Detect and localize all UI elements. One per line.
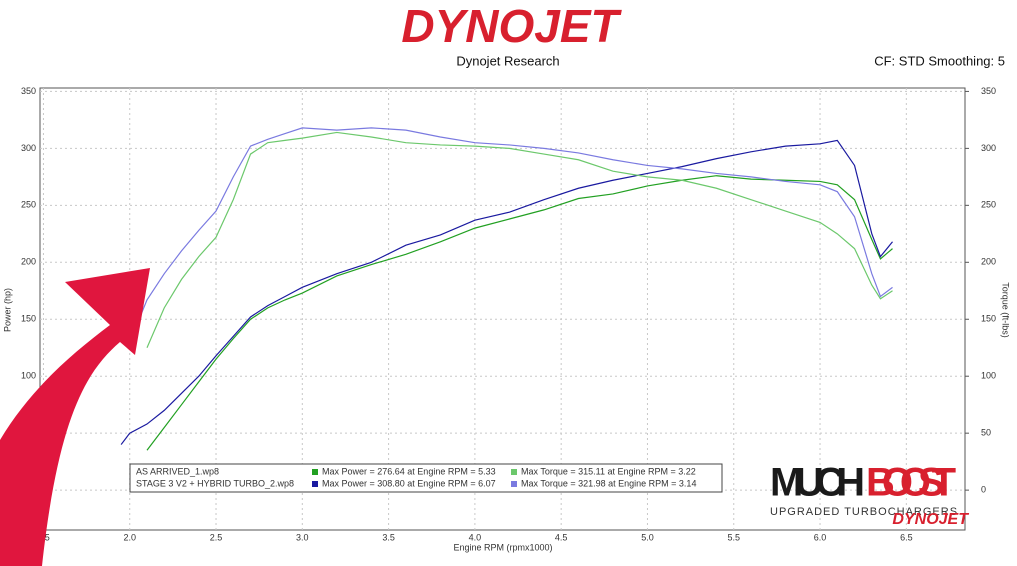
legend-file: STAGE 3 V2 + HYBRID TURBO_2.wp8 xyxy=(136,478,294,488)
chart-title: Dynojet Research xyxy=(456,53,559,68)
x-tick-label: 6.0 xyxy=(814,532,827,542)
series-line xyxy=(146,175,893,451)
y-tick-label: 150 xyxy=(21,314,36,324)
legend-swatch xyxy=(312,481,318,487)
x-axis-label: Engine RPM (rpmx1000) xyxy=(453,542,552,552)
legend-max-torque: Max Torque = 315.11 at Engine RPM = 3.22 xyxy=(521,466,696,476)
y2-tick-label: 300 xyxy=(981,143,996,153)
logo: DYNOJET xyxy=(401,0,622,52)
plot-frame xyxy=(39,87,966,531)
y2-tick-label: 150 xyxy=(981,314,996,324)
x-tick-label: 3.5 xyxy=(382,532,395,542)
y2-tick-label: 100 xyxy=(981,371,996,381)
y-tick-label: 200 xyxy=(21,257,36,267)
x-tick-label: 6.5 xyxy=(900,532,913,542)
x-tick-label: 4.5 xyxy=(555,532,568,542)
y-tick-label: 250 xyxy=(21,200,36,210)
series-line xyxy=(146,131,893,348)
x-tick-label: 3.0 xyxy=(296,532,309,542)
legend-box xyxy=(129,463,723,493)
subtitle: CF: STD Smoothing: 5 xyxy=(874,53,1005,68)
y-axis-label: Power (hp) xyxy=(2,288,12,332)
legend-swatch xyxy=(511,481,517,487)
y2-tick-label: 200 xyxy=(981,257,996,267)
legend-max-power: Max Power = 308.80 at Engine RPM = 6.07 xyxy=(322,478,496,488)
brand-much: MUCH xyxy=(770,461,865,505)
y-tick-label: 300 xyxy=(21,143,36,153)
y2-tick-label: 250 xyxy=(981,200,996,210)
brand-tagline: UPGRADED TURBOCHARGERS xyxy=(770,506,958,518)
legend-file: AS ARRIVED_1.wp8 xyxy=(136,466,219,476)
x-tick-label: 2.5 xyxy=(210,532,223,542)
x-tick-label: 4.0 xyxy=(469,532,482,542)
y2-tick-label: 50 xyxy=(981,428,991,438)
x-tick-label: 2.0 xyxy=(123,532,136,542)
y-tick-label: 100 xyxy=(21,371,36,381)
brand-boost: BOOST xyxy=(866,461,956,505)
brand-partner: DYNOJET xyxy=(892,511,969,528)
legend-max-power: Max Power = 276.64 at Engine RPM = 5.33 xyxy=(322,466,496,476)
legend-max-torque: Max Torque = 321.98 at Engine RPM = 3.14 xyxy=(521,478,696,488)
x-tick-label: 5.5 xyxy=(727,532,740,542)
y2-axis-label: Torque (ft-lbs) xyxy=(1001,282,1011,338)
legend-swatch xyxy=(511,469,517,475)
legend-swatch xyxy=(312,469,318,475)
y2-tick-label: 0 xyxy=(981,485,986,495)
y2-tick-label: 350 xyxy=(981,86,996,96)
series-line xyxy=(120,139,893,445)
series-line xyxy=(129,127,893,343)
x-tick-label: 5.0 xyxy=(641,532,654,542)
y-tick-label: 350 xyxy=(21,86,36,96)
red-arrow xyxy=(0,268,150,566)
legend: AS ARRIVED_1.wp8 Max Power = 276.64 at En… xyxy=(129,463,723,493)
